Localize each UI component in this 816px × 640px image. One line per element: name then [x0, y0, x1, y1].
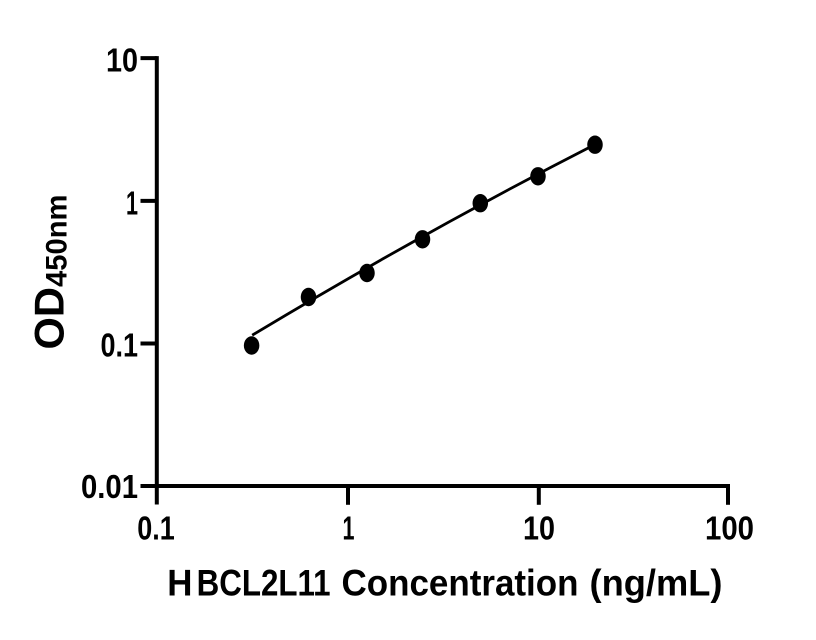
- svg-text:10: 10: [523, 510, 555, 547]
- svg-text:Concentration: Concentration: [342, 561, 579, 603]
- svg-text:BCL2L11: BCL2L11: [197, 561, 331, 603]
- svg-text:100: 100: [705, 510, 754, 547]
- svg-text:0.01: 0.01: [81, 468, 138, 505]
- svg-text:0.1: 0.1: [101, 326, 139, 363]
- svg-text:10: 10: [106, 42, 138, 79]
- svg-text:1: 1: [343, 510, 355, 547]
- svg-text:(ng/mL): (ng/mL): [590, 561, 723, 603]
- svg-text:1: 1: [126, 185, 138, 222]
- svg-text:H: H: [167, 561, 192, 603]
- svg-text:0.1: 0.1: [137, 510, 175, 547]
- svg-text:OD450nm: OD450nm: [26, 194, 74, 349]
